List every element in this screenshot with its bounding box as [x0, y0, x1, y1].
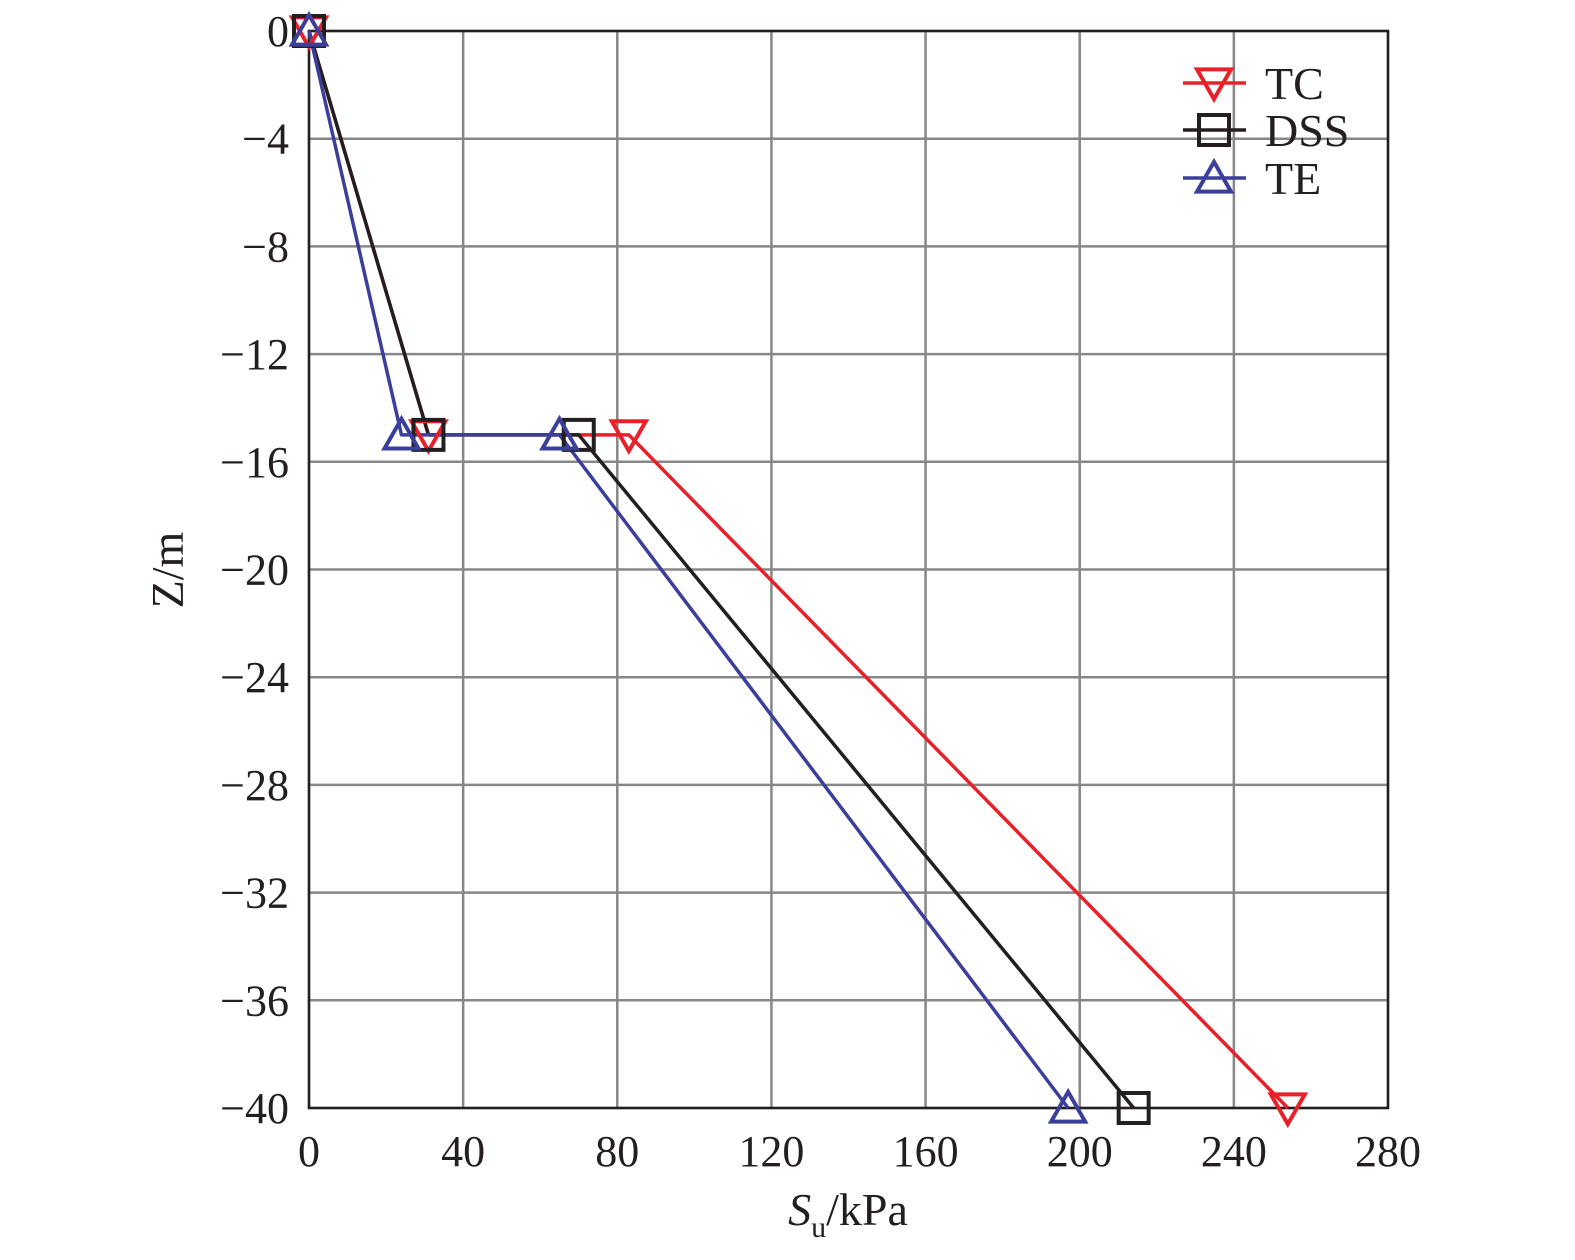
y-tick-label: −36: [220, 976, 289, 1025]
x-tick-label: 280: [1355, 1127, 1421, 1176]
y-tick-label: −20: [220, 546, 289, 595]
y-tick-label: 0: [267, 7, 289, 56]
x-tick-label: 40: [441, 1127, 485, 1176]
data-point-te: [381, 414, 422, 451]
y-axis-label: Z/m: [142, 531, 193, 608]
data-point-te: [1047, 1087, 1089, 1124]
x-axis-label-unit: /kPa: [826, 1184, 908, 1235]
y-tick-label: −40: [220, 1084, 289, 1133]
legend-marker-tc: [1193, 67, 1235, 104]
legend-marker-dss: [1197, 113, 1231, 147]
y-tick-label: −12: [220, 330, 289, 379]
x-axis-label-main: S: [788, 1184, 811, 1235]
y-tick-label: −24: [220, 653, 289, 702]
plot-frame: [307, 29, 1390, 1110]
data-point-te: [539, 414, 580, 451]
legend-label-tc: TC: [1265, 58, 1324, 109]
y-tick-label: −16: [220, 438, 289, 487]
data-point-tc: [608, 419, 650, 456]
x-axis-label: Su/kPa: [788, 1184, 908, 1244]
data-point-dss: [1116, 1091, 1151, 1125]
y-tick-label: −4: [242, 115, 289, 164]
y-tick-label: −32: [220, 869, 289, 918]
x-tick-label: 0: [298, 1127, 320, 1176]
x-tick-label: 160: [893, 1127, 959, 1176]
legend-label-dss: DSS: [1265, 105, 1349, 156]
series-line-te: [307, 30, 1070, 1110]
data-point-dss: [411, 417, 446, 452]
x-tick-label: 80: [595, 1127, 639, 1176]
x-tick-labels: 0 40 80 120 160 200 240 280: [298, 1127, 1421, 1176]
series-lines: [307, 30, 1290, 1110]
x-tick-label: 200: [1047, 1127, 1113, 1176]
x-axis-label-subscript: u: [811, 1211, 826, 1244]
x-tick-label: 120: [738, 1127, 804, 1176]
data-point-te: [288, 10, 330, 47]
y-tick-label: −8: [242, 222, 289, 271]
x-tick-label: 240: [1201, 1127, 1267, 1176]
y-tick-label: −28: [220, 761, 289, 810]
legend-marker-te: [1193, 157, 1235, 194]
legend-label-te: TE: [1265, 153, 1321, 204]
y-tick-labels: 0 −4 −8 −12 −16 −20 −24 −28 −32 −36 −40: [220, 7, 289, 1133]
data-point-tc: [1267, 1092, 1309, 1129]
grid: [307, 29, 1390, 1110]
series-markers: [288, 10, 1309, 1129]
